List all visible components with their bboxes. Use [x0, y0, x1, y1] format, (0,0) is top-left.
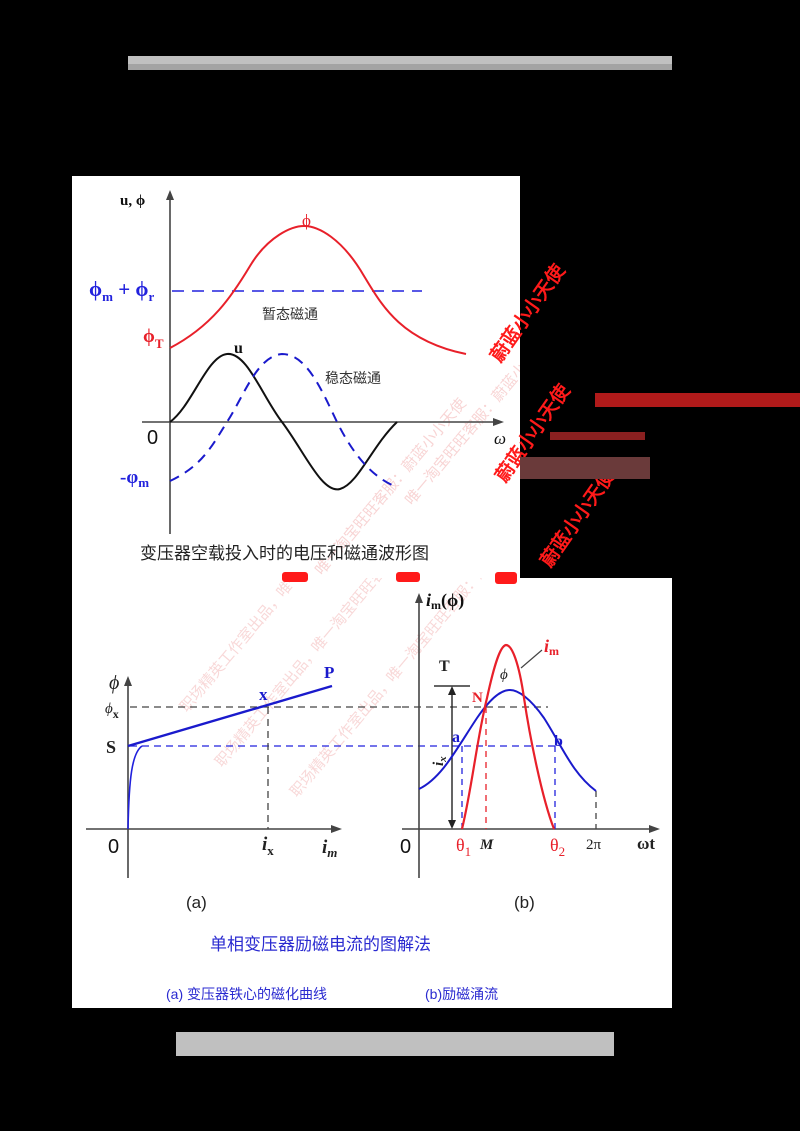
figure-b-inrush-current: im(ϕ) im ϕ T N a b ix 0 θ1 M θ2 2π ωt (b… [400, 590, 660, 912]
voltage-curve [169, 352, 398, 491]
watermark-fragment-1 [282, 572, 308, 582]
figure-a-magnetization-curve: ϕ ϕx S x P 0 ix im (a) [86, 663, 452, 912]
b-x-axis-arrow-icon [649, 825, 660, 833]
b-point-label: b [554, 733, 563, 750]
bottom-figure-title: 单相变压器励磁电流的图解法 [210, 935, 431, 954]
header-redacted-shadow [128, 64, 672, 70]
panel-label-a: (a) [186, 893, 207, 912]
b-x-axis-label: ωt [637, 834, 655, 853]
phi-x-label: ϕx [105, 701, 119, 721]
flux-voltage-waveform-chart: 唯一淘宝旺旺客服：蔚蓝小小天使 唯一淘宝旺旺客服：蔚蓝小小天使 u, ϕ ω 0… [89, 190, 560, 579]
phi-curve-label: ϕ [302, 211, 311, 230]
a-x-axis-label: im [322, 837, 337, 860]
m-label: M [479, 837, 494, 853]
top-figure-panel: 唯一淘宝旺旺客服：蔚蓝小小天使 唯一淘宝旺旺客服：蔚蓝小小天使 u, ϕ ω 0… [72, 176, 560, 580]
b-y-axis-arrow-icon [415, 593, 423, 603]
phi-t-label: ϕT [143, 326, 164, 351]
caption-b: (b)励磁涌流 [425, 986, 498, 1002]
b-ix-label: ix [431, 756, 449, 766]
y-axis-label: u, ϕ [120, 193, 145, 209]
x-axis-arrow-icon [493, 418, 504, 426]
steady-flux-curve [169, 352, 395, 487]
svg-text:ϕm + ϕr: ϕm + ϕr [89, 277, 155, 304]
im-label: im [544, 636, 559, 658]
caption-a: (a) 变压器铁心的磁化曲线 [166, 986, 327, 1002]
n-label: N [472, 690, 483, 706]
t-label: T [439, 658, 450, 675]
footer-redacted-bar [176, 1032, 614, 1056]
s-label: S [106, 737, 116, 757]
p-label: P [324, 663, 334, 682]
a-x-axis-arrow-icon [331, 825, 342, 833]
two-pi-label: 2π [586, 837, 602, 853]
t-arrow-up-icon [448, 686, 456, 695]
steady-flux-label: 稳态磁通 [325, 371, 381, 387]
a-y-axis-arrow-icon [124, 676, 132, 686]
u-curve-label: u [234, 340, 243, 357]
b-phi-label: ϕ [500, 667, 508, 683]
t-arrow-down-icon [448, 820, 456, 829]
watermark-red-bar-3 [520, 457, 650, 479]
watermark-red-bar-1 [595, 393, 800, 407]
y-axis-arrow-icon [166, 190, 174, 200]
excitation-current-graphical-method: 职场精英工作室出品，唯一淘宝旺旺客服：蔚蓝小小天使 职场精英工作室出品，唯一淘宝… [86, 417, 660, 1002]
x-axis-label: ω [494, 429, 506, 448]
a-y-axis-label: ϕ [109, 672, 119, 694]
faint-watermark: 唯一淘宝旺旺客服：蔚蓝小小天使 唯一淘宝旺旺客服：蔚蓝小小天使 [312, 325, 560, 578]
im-leader-line [520, 649, 543, 669]
b-origin-label: 0 [400, 836, 411, 858]
origin-label: 0 [147, 427, 158, 449]
level-label: ϕm + ϕr [89, 277, 155, 304]
saturation-line [127, 684, 333, 748]
a-origin-label: 0 [108, 836, 119, 858]
neg-phi-m-label: -φm [120, 467, 149, 490]
transient-flux-label: 暂态磁通 [262, 307, 318, 323]
knee-curve [127, 745, 143, 830]
theta2-label: θ2 [550, 835, 565, 859]
watermark-fragment-2 [396, 572, 420, 582]
bottom-figure-panel: 职场精英工作室出品，唯一淘宝旺旺客服：蔚蓝小小天使 职场精英工作室出品，唯一淘宝… [72, 417, 672, 1008]
watermark-fragment-3 [495, 572, 517, 584]
watermark-red-bar-2 [550, 432, 645, 440]
watermark-stamp-3: 蔚蓝小小天使 [536, 465, 620, 572]
x-point-label: x [259, 685, 268, 704]
b-flux-curve [418, 688, 597, 792]
theta1-label: θ1 [456, 835, 471, 859]
b-y-axis-label: im(ϕ) [426, 590, 464, 612]
top-figure-caption: 变压器空载投入时的电压和磁通波形图 [140, 544, 429, 563]
b-magnetizing-current-curve [460, 643, 556, 830]
transient-flux-curve [169, 224, 467, 355]
ix-label: ix [262, 834, 274, 858]
panel-label-b: (b) [514, 893, 535, 912]
a-point-label: a [452, 729, 460, 746]
